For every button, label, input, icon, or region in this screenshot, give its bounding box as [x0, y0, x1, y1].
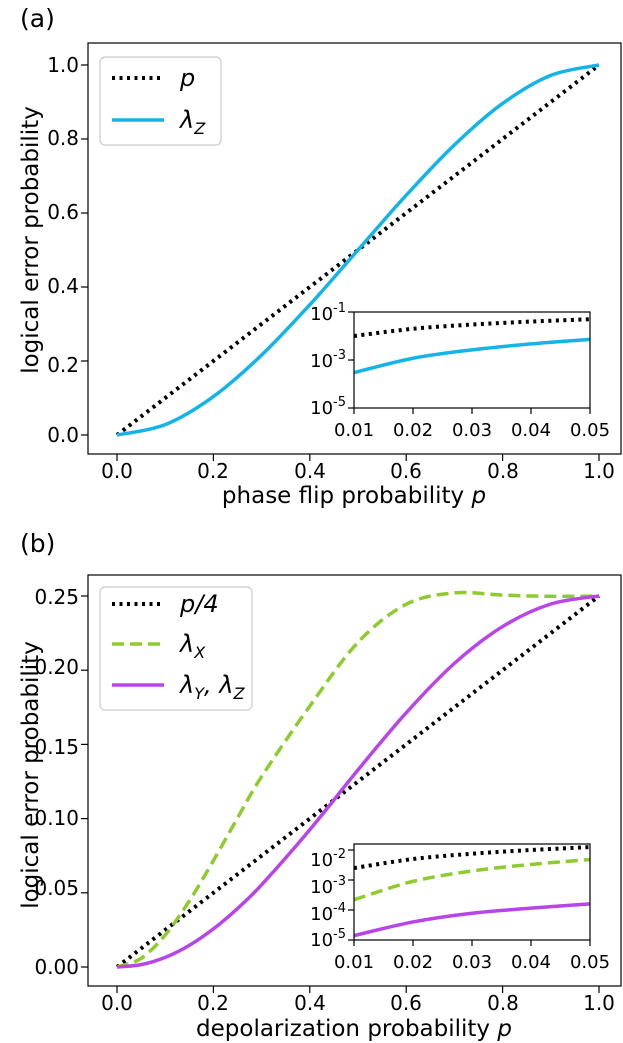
panel-a-inset: 10-1 10-3 10-5 0.01 0.02 0.03 0.04 0.05: [310, 301, 610, 441]
a-xtick: 0.4: [294, 459, 326, 483]
a-ytick: 0.6: [47, 200, 79, 224]
b-inset-ytick: 10-3: [310, 874, 346, 898]
a-inset-xtick: 0.04: [511, 420, 551, 441]
series-line--z: [116, 63, 600, 437]
panel-b: (b) logical error probability depolariza…: [18, 529, 622, 1042]
inset-series-line--z: [353, 337, 591, 375]
panel-a-xlabel: phase flip probability p: [222, 483, 486, 509]
b-xtick: 0.2: [197, 991, 229, 1015]
a-inset-xtick: 0.01: [334, 420, 374, 441]
legend-box: [99, 586, 253, 711]
a-inset-ytick: 10-1: [310, 301, 346, 325]
series-line--y-z: [116, 594, 600, 969]
b-ytick: 0.20: [34, 655, 79, 679]
a-ytick: 1.0: [47, 53, 79, 77]
b-inset-ytick: 10-4: [310, 901, 346, 925]
b-xtick: 0.6: [390, 991, 422, 1015]
b-inset-xtick: 0.02: [393, 952, 433, 973]
panel-b-ylabel: logical error probability: [18, 641, 44, 909]
series-line-p-4: [115, 594, 601, 969]
b-ytick: 0.10: [34, 806, 79, 830]
panel-a-plot-frame: [87, 42, 622, 455]
a-inset-xtick: 0.05: [570, 420, 610, 441]
legend-box: [99, 56, 222, 146]
a-xtick: 0.0: [101, 459, 133, 483]
panel-a: (a) logical error probability phase flip…: [18, 4, 622, 509]
a-inset-xtick: 0.02: [393, 420, 433, 441]
a-xtick: 0.8: [487, 459, 519, 483]
series-line-p: [115, 63, 601, 437]
panel-b-plot-frame: [87, 574, 622, 987]
b-inset-xtick: 0.05: [570, 952, 610, 973]
a-inset-xtick: 0.03: [452, 420, 492, 441]
panel-b-label: (b): [20, 529, 55, 558]
inset-frame: [353, 311, 591, 409]
b-ytick: 0.05: [34, 876, 79, 900]
a-ytick: 0.4: [47, 274, 79, 298]
b-inset-ytick: 10-5: [310, 927, 346, 951]
panel-a-ylabel: logical error probability: [18, 106, 44, 374]
panel-a-legend: p λZ: [99, 56, 222, 146]
panel-a-label: (a): [20, 4, 55, 33]
a-ytick: 0.8: [47, 126, 79, 150]
a-xtick: 1.0: [583, 459, 615, 483]
a-ytick: 0.2: [47, 353, 79, 377]
panel-b-legend: p/4 λX λY, λZ: [99, 586, 253, 711]
b-inset-xtick: 0.04: [511, 952, 551, 973]
b-xtick: 0.0: [101, 991, 133, 1015]
b-xtick: 0.8: [487, 991, 519, 1015]
b-xtick: 0.4: [294, 991, 326, 1015]
inset-series-line--x: [353, 857, 591, 902]
b-xtick: 1.0: [583, 991, 615, 1015]
legend-label-p4: p/4: [179, 590, 219, 618]
b-inset-xtick: 0.03: [452, 952, 492, 973]
series-line--x: [116, 590, 600, 969]
a-inset-ytick: 10-5: [310, 395, 346, 419]
b-inset-ytick: 10-2: [310, 847, 346, 871]
a-xtick: 0.2: [197, 459, 229, 483]
b-ytick: 0.00: [34, 955, 79, 979]
inset-series-line--y-z: [353, 902, 591, 938]
legend-label-p: p: [179, 64, 195, 92]
a-inset-ytick: 10-3: [310, 348, 346, 372]
a-xtick: 0.6: [390, 459, 422, 483]
panel-b-inset: 10-2 10-3 10-4 10-5 0.01 0.02 0.03 0.04 …: [310, 843, 610, 973]
inset-series-line-p: [353, 317, 591, 338]
b-ytick: 0.25: [34, 585, 79, 609]
b-ytick: 0.15: [34, 735, 79, 759]
b-inset-xtick: 0.01: [334, 952, 374, 973]
inset-series-line-p-4: [353, 845, 591, 871]
a-ytick: 0.0: [47, 423, 79, 447]
panel-b-xlabel: depolarization probability p: [196, 1016, 512, 1042]
